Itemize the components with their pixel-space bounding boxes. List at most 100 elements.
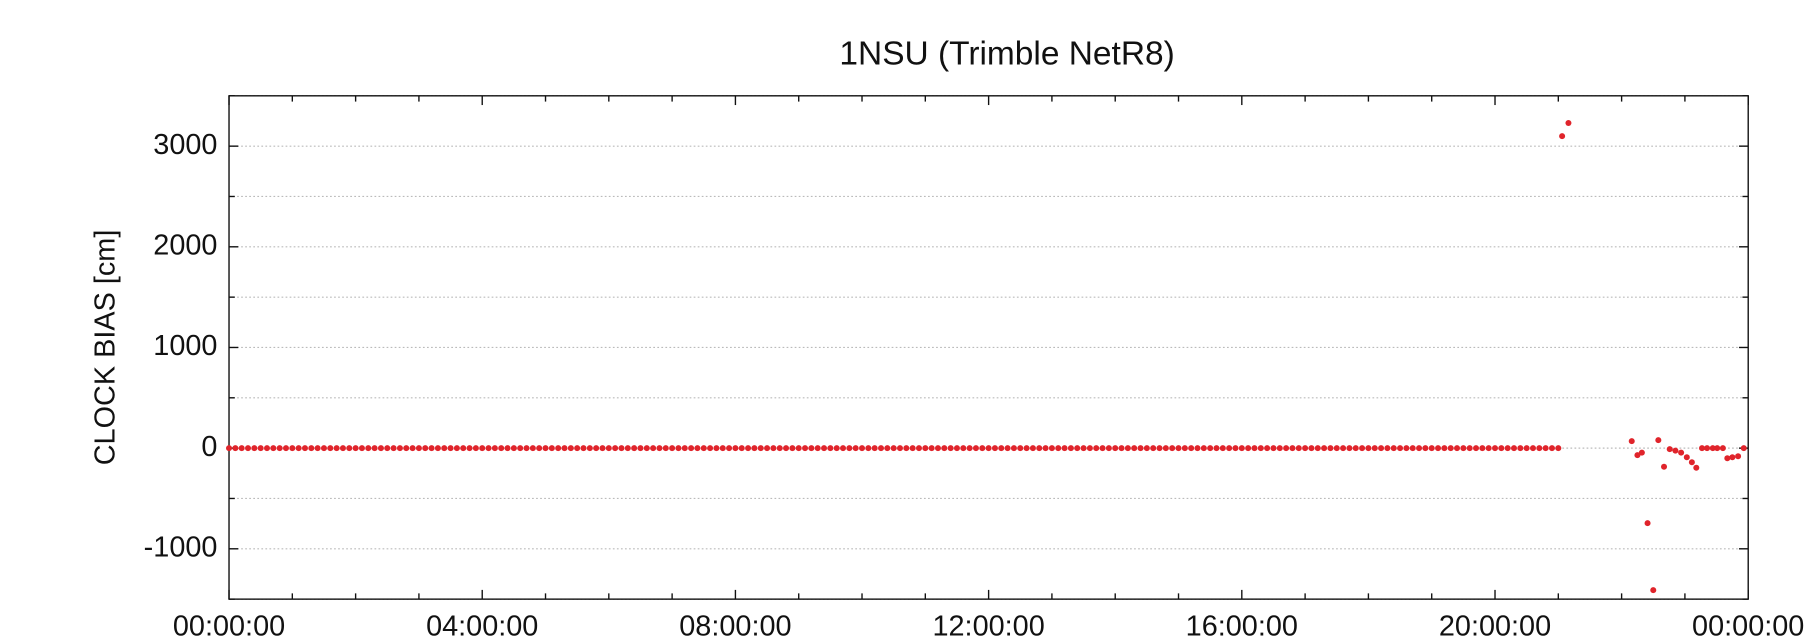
point (1226, 445, 1233, 452)
point (232, 445, 239, 452)
point (1036, 445, 1043, 452)
point (1704, 445, 1711, 452)
point (859, 445, 866, 452)
point (732, 445, 739, 452)
point (289, 445, 296, 452)
point (510, 445, 517, 452)
point (1156, 445, 1163, 452)
y-tick-label: 3000 (153, 129, 217, 161)
point (1276, 445, 1283, 452)
point (1270, 445, 1277, 452)
point (1740, 445, 1747, 452)
point (1048, 445, 1055, 452)
point (669, 445, 676, 452)
point (1365, 445, 1372, 452)
point (1093, 445, 1100, 452)
point (1131, 445, 1138, 452)
point (542, 445, 549, 452)
point (738, 445, 745, 452)
point (1378, 445, 1385, 452)
point (1371, 445, 1378, 452)
point (1523, 445, 1530, 452)
point (441, 445, 448, 452)
point (1238, 445, 1245, 452)
point (1118, 445, 1125, 452)
point (472, 445, 479, 452)
point (1080, 445, 1087, 452)
point (934, 445, 941, 452)
point (270, 445, 277, 452)
point (251, 445, 258, 452)
point (998, 445, 1005, 452)
point (1688, 459, 1695, 466)
point (1105, 445, 1112, 452)
point (1555, 445, 1562, 452)
point (966, 445, 973, 452)
point (593, 445, 600, 452)
point (1661, 463, 1668, 470)
point (789, 445, 796, 452)
point (580, 445, 587, 452)
point (713, 445, 720, 452)
point (504, 445, 511, 452)
point (896, 445, 903, 452)
point (1257, 445, 1264, 452)
point (1735, 453, 1742, 460)
point (1295, 445, 1302, 452)
point (434, 445, 441, 452)
point (890, 445, 897, 452)
x-tick-label: 00:00:00 (173, 611, 285, 643)
point (631, 445, 638, 452)
point (1542, 445, 1549, 452)
point (574, 445, 581, 452)
point (871, 445, 878, 452)
point (1124, 445, 1131, 452)
point (327, 445, 334, 452)
point (1207, 445, 1214, 452)
point (352, 445, 359, 452)
point (1346, 445, 1353, 452)
point (1169, 445, 1176, 452)
point (1359, 445, 1366, 452)
point (757, 445, 764, 452)
point (1200, 445, 1207, 452)
point (346, 445, 353, 452)
x-tick-label: 08:00:00 (679, 611, 791, 643)
point (1264, 445, 1271, 452)
point (1529, 445, 1536, 452)
point (1447, 445, 1454, 452)
point (555, 445, 562, 452)
point (333, 445, 340, 452)
point (339, 445, 346, 452)
point (915, 445, 922, 452)
point (1460, 445, 1467, 452)
point (320, 445, 327, 452)
point (985, 445, 992, 452)
point (1010, 445, 1017, 452)
point (1137, 445, 1144, 452)
point (802, 445, 809, 452)
point (795, 445, 802, 452)
point (282, 445, 289, 452)
y-tick-label: 1000 (153, 330, 217, 362)
point (415, 445, 422, 452)
point (1548, 445, 1555, 452)
point (814, 445, 821, 452)
x-tick-label: 00:00:00 (1692, 611, 1804, 643)
point (675, 445, 682, 452)
point (523, 445, 530, 452)
point (245, 445, 252, 452)
point (1283, 445, 1290, 452)
point (409, 445, 416, 452)
point (460, 445, 467, 452)
point (751, 445, 758, 452)
point (1724, 455, 1731, 462)
point (1004, 445, 1011, 452)
point (681, 445, 688, 452)
point (700, 445, 707, 452)
point (1390, 445, 1397, 452)
point (390, 445, 397, 452)
point (377, 445, 384, 452)
